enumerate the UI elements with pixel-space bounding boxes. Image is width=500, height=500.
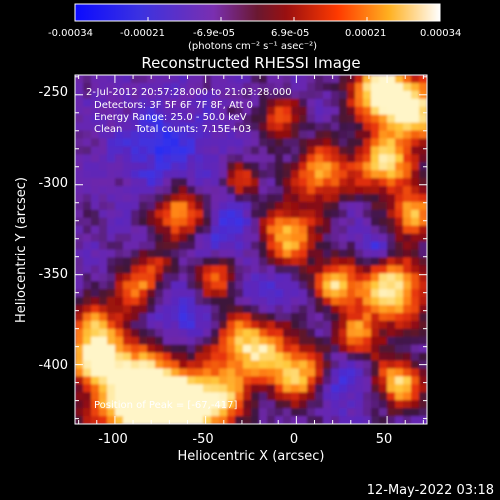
colorbar-gradient — [74, 3, 441, 22]
peak-annotation: Position of Peak = [-67,-417] — [94, 400, 238, 411]
time-range-annotation: 2-Jul-2012 20:57:28.000 to 21:03:28.000 — [86, 87, 292, 98]
energy-annotation: Energy Range: 25.0 - 50.0 keV — [94, 112, 247, 123]
x-tick-label: -50 — [192, 432, 213, 447]
solar-image — [75, 75, 427, 424]
colorbar-ticks — [74, 17, 441, 21]
plot-frame — [74, 74, 428, 425]
y-tick-label: -400 — [38, 358, 68, 373]
x-tick-label: 50 — [376, 432, 393, 447]
x-tick-label: 0 — [290, 432, 298, 447]
colorbar-tick-label: -0.00021 — [120, 28, 165, 39]
colorbar-tick-label: 6.9e-05 — [271, 28, 309, 39]
colorbar-tick-label: 0.00021 — [345, 28, 386, 39]
colorbar-tick-label: -0.00034 — [48, 28, 93, 39]
y-tick-label: -350 — [38, 267, 68, 282]
colorbar: -0.00034 -0.00021 -6.9e-05 6.9e-05 0.000… — [48, 3, 461, 52]
x-axis-label: Heliocentric X (arcsec) — [178, 449, 325, 464]
plot-title: Reconstructed RHESSI Image — [141, 54, 360, 72]
colorbar-tick-label: -6.9e-05 — [193, 28, 235, 39]
y-tick-label: -300 — [38, 176, 68, 191]
generation-timestamp: 12-May-2022 03:18 — [367, 483, 494, 498]
detectors-annotation: Detectors: 3F 5F 6F 7F 8F, Att 0 — [94, 100, 253, 111]
clean-annotation: Clean Total counts: 7.15E+03 — [94, 124, 251, 135]
x-tick-label: -100 — [98, 432, 128, 447]
y-axis-label: Heliocentric Y (arcsec) — [14, 177, 29, 323]
y-tick-label: -250 — [38, 85, 68, 100]
colorbar-tick-label: 0.00034 — [420, 28, 461, 39]
colorbar-unit-label: (photons cm⁻² s⁻¹ asec⁻²) — [188, 41, 317, 52]
axis-ticks — [75, 75, 427, 424]
